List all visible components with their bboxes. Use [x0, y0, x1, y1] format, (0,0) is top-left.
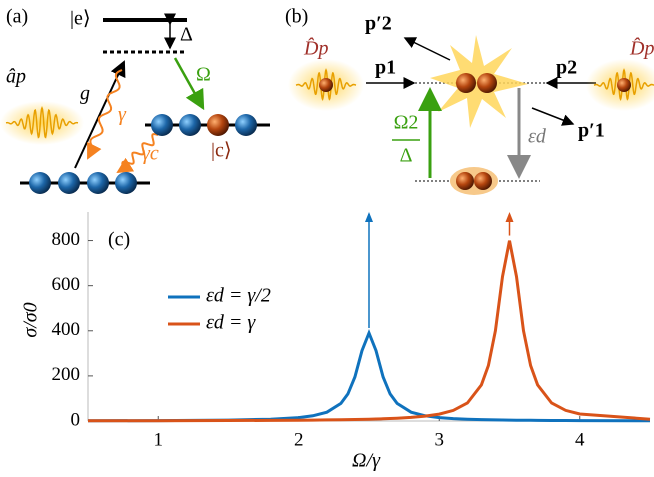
atom	[151, 114, 173, 136]
decay-arrow	[87, 69, 123, 160]
field-label: âp	[6, 66, 26, 88]
detuning-label: Δ	[180, 24, 193, 46]
atom	[29, 172, 51, 194]
atom	[207, 114, 229, 136]
atom	[477, 73, 497, 93]
panel-label: (c)	[108, 229, 130, 251]
atom	[58, 172, 80, 194]
momentum-label: p1	[375, 57, 396, 79]
wave-packet	[5, 106, 79, 139]
arrow	[74, 60, 126, 169]
y-tick-label: 600	[52, 274, 81, 295]
series-line	[87, 328, 651, 423]
momentum-label: p2	[556, 57, 577, 79]
x-tick-label: 2	[294, 429, 304, 450]
atom	[87, 172, 109, 194]
atom	[456, 172, 474, 190]
y-axis-label: σ/σ0	[20, 302, 42, 337]
panel-label: (a)	[6, 6, 28, 28]
x-tick-label: 3	[435, 429, 445, 450]
packet-label: D̂p	[629, 36, 654, 59]
series-line	[87, 240, 651, 423]
arrow	[173, 57, 205, 111]
decay-label: γc	[142, 143, 159, 165]
packet-label: D̂p	[303, 36, 328, 59]
atom	[179, 114, 201, 136]
momentum-label: p′2	[365, 13, 392, 35]
coupling-label: Ω	[196, 64, 211, 86]
wave-packet	[593, 68, 654, 101]
arrow	[403, 37, 451, 61]
x-tick-label: 1	[154, 429, 164, 450]
glow	[0, 101, 84, 145]
momentum-label: p′1	[578, 120, 605, 142]
y-tick-label: 800	[52, 229, 81, 250]
level-label: |e⟩	[70, 8, 91, 30]
atom	[456, 73, 476, 93]
decay-label: γ	[118, 104, 127, 126]
y-tick-label: 400	[52, 319, 81, 340]
chart-c: (c) Ω/γ σ/σ0 0 200 400 600 800 1 2 3 4 εd = γ/2 εd…	[20, 212, 651, 472]
binding-label: εd	[528, 126, 547, 148]
atom	[474, 172, 492, 190]
rate-numerator: Ω2	[394, 112, 419, 134]
panel-a: (a) |e⟩ Δ Ω g γ γc |c⟩ âp	[0, 6, 270, 194]
panel-b: (b) Ω2 Δ εd p1 p2 p′2 p′1 D̂p D̂p	[285, 6, 654, 195]
legend-label: εd = γ/2	[206, 285, 271, 307]
legend-label: εd = γ	[206, 312, 256, 334]
y-tick-label: 0	[71, 409, 81, 430]
x-axis-label: Ω/γ	[352, 450, 381, 472]
g-label: g	[80, 83, 90, 105]
rate-denominator: Δ	[400, 145, 413, 167]
state-label: |c⟩	[211, 140, 232, 162]
peak-arrow-head	[365, 212, 373, 222]
atom	[617, 78, 631, 92]
atom	[115, 172, 137, 194]
wave-packet	[295, 68, 357, 101]
atom	[235, 114, 257, 136]
decay-arrow	[116, 133, 159, 174]
arrow	[531, 107, 575, 126]
panel-label: (b)	[285, 6, 308, 28]
y-tick-label: 200	[52, 364, 81, 385]
peak-arrow-head	[505, 212, 514, 222]
atom	[319, 78, 333, 92]
x-tick-label: 4	[575, 429, 585, 450]
